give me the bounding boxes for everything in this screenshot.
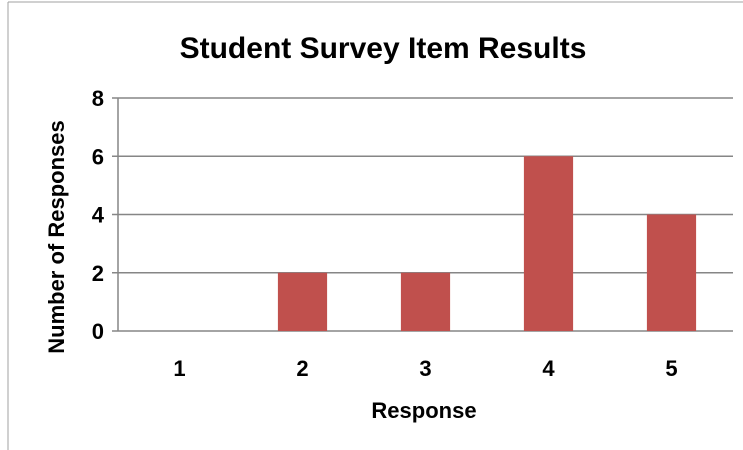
bar-3 <box>400 272 451 331</box>
y-tick-label: 6 <box>92 144 104 169</box>
bar-5 <box>646 214 697 331</box>
x-tick-label: 3 <box>419 356 431 381</box>
y-tick-label: 8 <box>92 86 104 111</box>
x-tick-labels: 1 2 3 4 5 <box>173 356 677 381</box>
x-tick-label: 4 <box>542 356 555 381</box>
x-tick-label: 2 <box>296 356 308 381</box>
y-tick-label: 2 <box>92 261 104 286</box>
bars <box>277 156 697 331</box>
x-axis-title: Response <box>371 398 476 423</box>
x-tick-label: 1 <box>173 356 185 381</box>
y-tick-label: 4 <box>92 203 105 228</box>
y-tick-label: 0 <box>92 319 104 344</box>
y-tick-labels: 0 2 4 6 8 <box>92 86 105 344</box>
bar-2 <box>277 272 328 331</box>
x-tick-label: 5 <box>665 356 677 381</box>
bar-4 <box>523 156 574 331</box>
y-axis-title: Number of Responses <box>44 120 69 354</box>
chart-title: Student Survey Item Results <box>180 32 587 65</box>
